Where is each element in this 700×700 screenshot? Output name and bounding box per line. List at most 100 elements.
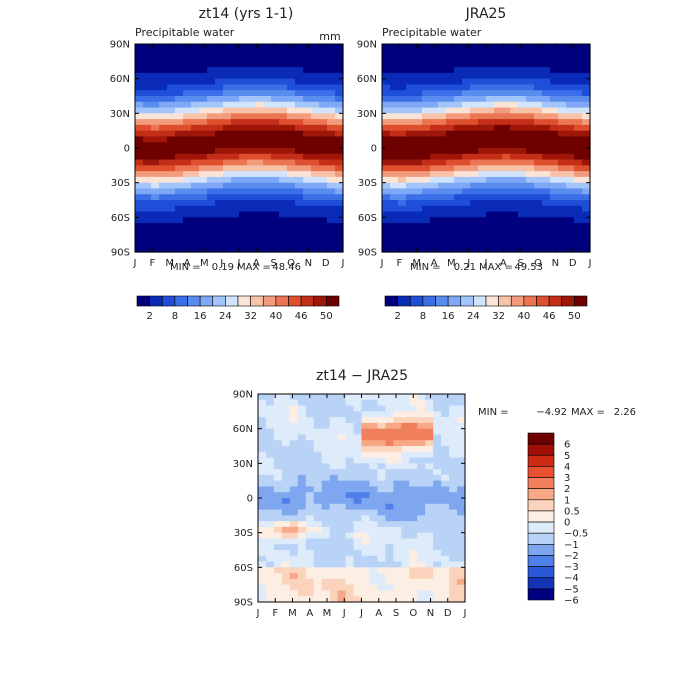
obs-max-label: MAX =: [479, 262, 513, 273]
heat-cell: [265, 394, 275, 401]
heat-cell: [409, 573, 418, 580]
heat-cell: [279, 107, 288, 114]
heat-cell: [566, 182, 575, 190]
heat-cell: [167, 90, 176, 97]
heat-cell: [534, 228, 543, 236]
heat-cell: [199, 228, 208, 236]
heat-cell: [271, 240, 280, 247]
heat-cell: [353, 469, 363, 476]
heat-cell: [311, 153, 320, 161]
heat-cell: [313, 446, 323, 453]
heat-cell: [239, 67, 248, 74]
heat-cell: [255, 96, 264, 103]
heat-cell: [311, 61, 320, 68]
heat-cell: [159, 55, 168, 62]
heat-cell: [454, 205, 463, 213]
heat-cell: [159, 223, 168, 230]
heat-cell: [446, 44, 455, 51]
heat-cell: [398, 165, 407, 172]
heat-cell: [534, 130, 543, 138]
heat-cell: [494, 113, 503, 120]
heat-cell: [542, 200, 551, 207]
heat-cell: [313, 440, 323, 447]
heat-cell: [297, 567, 307, 574]
heat-cell: [303, 211, 312, 218]
heat-cell: [425, 492, 434, 499]
heat-cell: [422, 90, 431, 97]
heat-cell: [430, 240, 439, 247]
heat-cell: [510, 90, 519, 97]
heat-cell: [303, 240, 312, 247]
heat-cell: [273, 457, 283, 464]
heat-cell: [258, 561, 267, 568]
heat-cell: [327, 165, 336, 172]
month-tick-label: J: [133, 258, 137, 269]
heat-cell: [207, 67, 216, 74]
heat-cell: [223, 84, 232, 91]
heat-cell: [255, 90, 264, 97]
heat-cell: [329, 411, 339, 418]
heat-cell: [414, 78, 423, 86]
heat-cell: [449, 451, 458, 459]
heat-cell: [494, 217, 503, 224]
heat-cell: [486, 124, 495, 132]
heat-cell: [518, 55, 527, 62]
month-tick-label: F: [149, 258, 155, 269]
heat-cell: [239, 148, 248, 155]
heat-cell: [223, 240, 232, 247]
heat-cell: [199, 223, 208, 230]
heat-cell: [258, 526, 267, 534]
heat-cell: [335, 113, 344, 120]
heat-cell: [295, 142, 304, 149]
colorbar-label: 2: [146, 311, 152, 322]
heat-cell: [406, 205, 415, 213]
heat-cell: [377, 457, 386, 464]
heat-cell: [382, 234, 391, 242]
heat-cell: [258, 492, 267, 499]
heat-cell: [486, 211, 495, 218]
heat-cell: [289, 573, 299, 580]
heat-cell: [542, 55, 551, 62]
heat-cell: [369, 492, 379, 499]
heat-cell: [295, 148, 304, 155]
heat-cell: [486, 205, 495, 213]
heat-cell: [345, 451, 355, 459]
colorbar-swatch: [326, 295, 340, 307]
heat-cell: [313, 434, 323, 441]
heat-cell: [311, 78, 320, 86]
heat-cell: [398, 223, 407, 230]
heat-cell: [297, 555, 307, 563]
heat-cell: [550, 142, 559, 149]
heat-cell: [263, 194, 272, 201]
heat-cell: [223, 159, 232, 166]
heat-cell: [273, 584, 283, 592]
heat-cell: [398, 171, 407, 178]
heat-cell: [271, 96, 280, 103]
heat-cell: [409, 532, 418, 540]
heat-cell: [401, 434, 410, 441]
heat-cell: [430, 188, 439, 195]
heat-cell: [369, 457, 379, 464]
heat-cell: [457, 405, 466, 412]
heat-cell: [406, 246, 415, 253]
heat-cell: [311, 176, 320, 184]
heat-cell: [311, 124, 320, 132]
heat-cell: [295, 234, 304, 242]
heat-cell: [417, 469, 426, 476]
heat-cell: [401, 469, 410, 476]
heat-cell: [414, 246, 423, 253]
heat-cell: [454, 78, 463, 86]
heat-cell: [433, 561, 442, 568]
heat-cell: [534, 96, 543, 103]
month-tick-label: J: [237, 258, 241, 269]
heat-cell: [430, 142, 439, 149]
heat-cell: [385, 422, 394, 430]
heat-cell: [311, 217, 320, 224]
heat-cell: [446, 90, 455, 97]
heat-cell: [215, 107, 224, 114]
heat-cell: [558, 44, 567, 51]
heat-cell: [441, 573, 450, 580]
heat-cell: [265, 538, 275, 545]
heat-cell: [534, 55, 543, 62]
heat-cell: [409, 463, 418, 470]
